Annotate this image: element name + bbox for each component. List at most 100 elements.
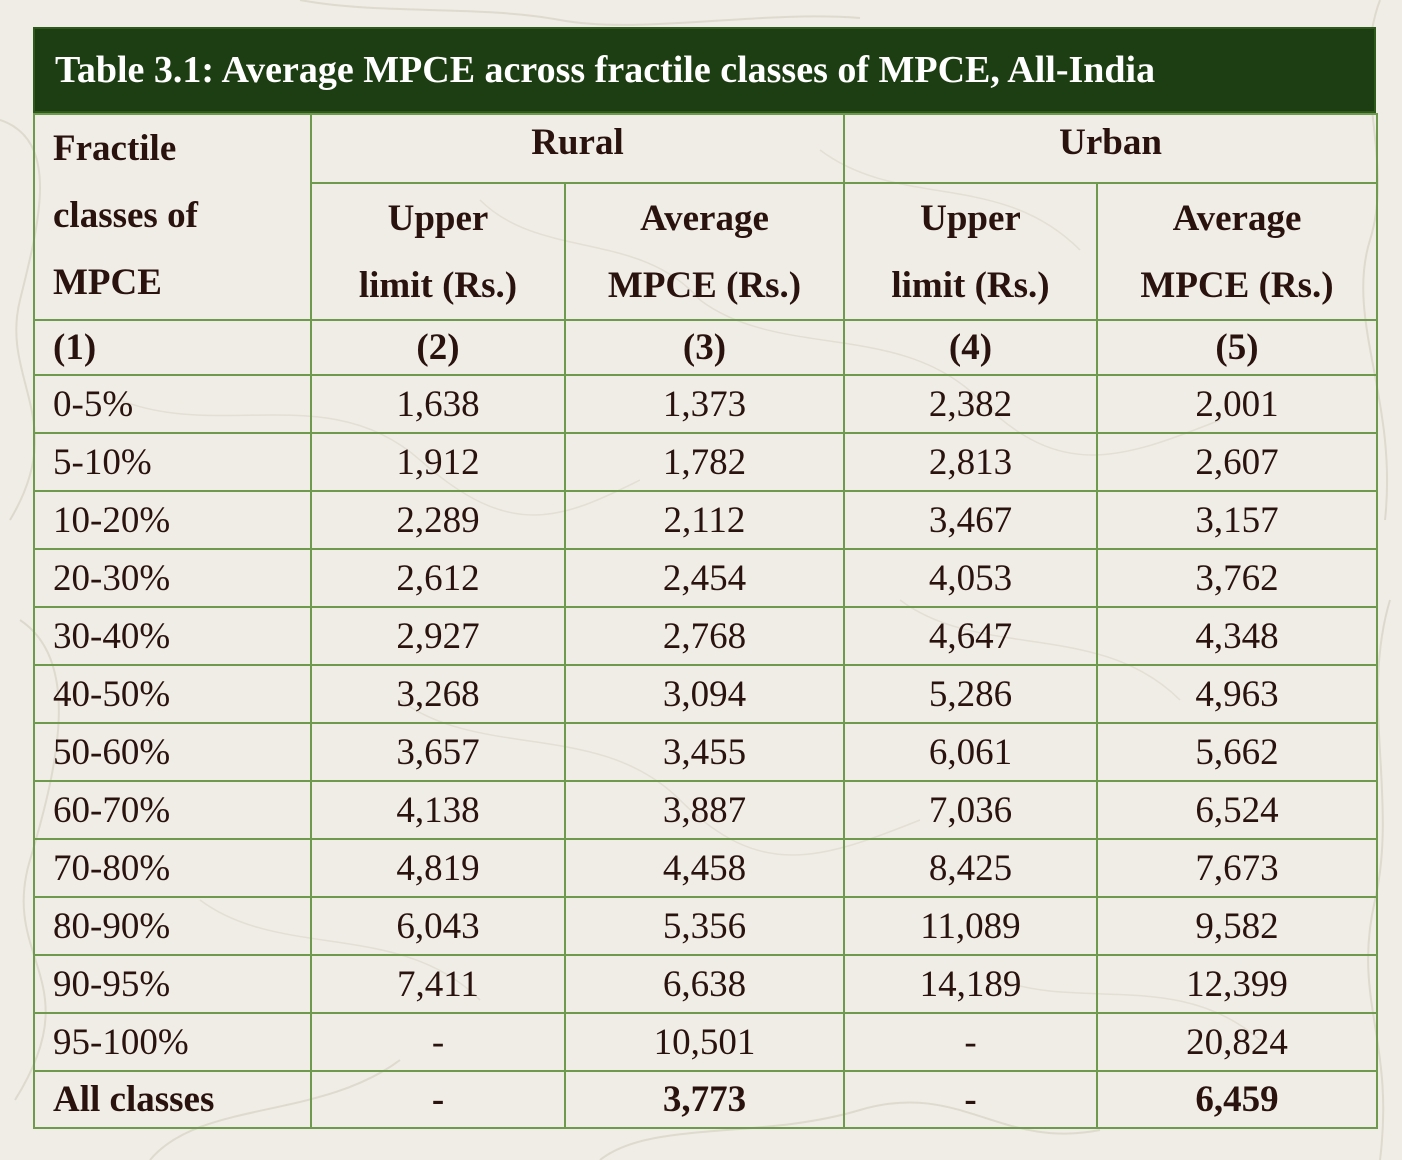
fractile-class-cell: 95-100%	[33, 1012, 312, 1072]
urban-average-cell: 7,673	[1096, 838, 1378, 898]
rural-average-cell: 2,768	[564, 606, 845, 666]
column-number: (4)	[843, 319, 1098, 376]
fractile-class-cell: 0-5%	[33, 374, 312, 434]
urban-upper-cell: 2,382	[843, 374, 1098, 434]
fractile-class-cell: 40-50%	[33, 664, 312, 724]
rural-average-cell: 5,356	[564, 896, 845, 956]
table-row: 40-50% 3,268 3,094 5,286 4,963	[33, 664, 1378, 724]
urban-upper-cell: 7,036	[843, 780, 1098, 840]
table-title: Table 3.1: Average MPCE across fractile …	[33, 27, 1376, 113]
urban-upper-cell: 4,647	[843, 606, 1098, 666]
fractile-class-cell: 50-60%	[33, 722, 312, 782]
urban-upper-cell: 4,053	[843, 548, 1098, 608]
fractile-class-cell: 30-40%	[33, 606, 312, 666]
urban-average-cell: 2,607	[1096, 432, 1378, 492]
mpce-table: Fractile classes of MPCE Rural Urban Upp…	[33, 113, 1378, 1129]
urban-average-line1: Average	[1172, 197, 1302, 239]
rural-upper-cell: 1,912	[310, 432, 566, 492]
urban-average-cell: 2,001	[1096, 374, 1378, 434]
rural-average-mpce-header: Average MPCE (Rs.)	[564, 182, 845, 321]
total-rural-average-cell: 3,773	[564, 1070, 845, 1129]
urban-average-cell: 3,762	[1096, 548, 1378, 608]
rural-group-header: Rural	[310, 113, 845, 184]
rural-upper-cell: 4,819	[310, 838, 566, 898]
rural-average-cell: 2,112	[564, 490, 845, 550]
rural-upper-line2: limit (Rs.)	[358, 264, 518, 306]
rural-upper-cell: 6,043	[310, 896, 566, 956]
urban-upper-cell: 11,089	[843, 896, 1098, 956]
fractile-header-line2: classes of	[53, 195, 198, 236]
column-number: (1)	[33, 319, 312, 376]
rural-upper-cell: 4,138	[310, 780, 566, 840]
rural-upper-cell: 3,657	[310, 722, 566, 782]
column-number: (3)	[564, 319, 845, 376]
fractile-classes-header: Fractile classes of MPCE	[33, 113, 312, 321]
table-row: 20-30% 2,612 2,454 4,053 3,762	[33, 548, 1378, 608]
rural-upper-cell: 2,612	[310, 548, 566, 608]
urban-upper-cell: 6,061	[843, 722, 1098, 782]
fractile-class-cell: 20-30%	[33, 548, 312, 608]
urban-average-cell: 6,524	[1096, 780, 1378, 840]
rural-upper-cell: 2,289	[310, 490, 566, 550]
fractile-class-cell: 10-20%	[33, 490, 312, 550]
table-row: 70-80% 4,819 4,458 8,425 7,673	[33, 838, 1378, 898]
table-row: 60-70% 4,138 3,887 7,036 6,524	[33, 780, 1378, 840]
urban-upper-cell: 3,467	[843, 490, 1098, 550]
rural-average-cell: 2,454	[564, 548, 845, 608]
rural-average-cell: 4,458	[564, 838, 845, 898]
urban-upper-cell: 2,813	[843, 432, 1098, 492]
column-number: (2)	[310, 319, 566, 376]
rural-upper-limit-header: Upper limit (Rs.)	[310, 182, 566, 321]
rural-upper-cell: -	[310, 1012, 566, 1072]
urban-average-line2: MPCE (Rs.)	[1140, 264, 1334, 306]
rural-average-line1: Average	[640, 197, 769, 239]
urban-upper-line1: Upper	[920, 197, 1021, 239]
rural-average-cell: 1,373	[564, 374, 845, 434]
table-row: 0-5% 1,638 1,373 2,382 2,001	[33, 374, 1378, 434]
rural-upper-cell: 2,927	[310, 606, 566, 666]
urban-upper-cell: 14,189	[843, 954, 1098, 1014]
total-rural-upper-cell: -	[310, 1070, 566, 1129]
rural-average-cell: 3,887	[564, 780, 845, 840]
table-row: 80-90% 6,043 5,356 11,089 9,582	[33, 896, 1378, 956]
urban-average-cell: 4,963	[1096, 664, 1378, 724]
urban-average-cell: 5,662	[1096, 722, 1378, 782]
rural-upper-cell: 7,411	[310, 954, 566, 1014]
urban-upper-limit-header: Upper limit (Rs.)	[843, 182, 1098, 321]
urban-upper-cell: 8,425	[843, 838, 1098, 898]
fractile-header-line3: MPCE	[53, 262, 162, 303]
urban-average-cell: 4,348	[1096, 606, 1378, 666]
urban-average-cell: 3,157	[1096, 490, 1378, 550]
rural-upper-cell: 3,268	[310, 664, 566, 724]
column-number: (5)	[1096, 319, 1378, 376]
fractile-header-line1: Fractile	[53, 128, 177, 169]
rural-upper-cell: 1,638	[310, 374, 566, 434]
total-urban-average-cell: 6,459	[1096, 1070, 1378, 1129]
urban-average-cell: 20,824	[1096, 1012, 1378, 1072]
table-row: 90-95% 7,411 6,638 14,189 12,399	[33, 954, 1378, 1014]
rural-average-cell: 3,455	[564, 722, 845, 782]
total-row: All classes - 3,773 - 6,459	[33, 1070, 1378, 1129]
table-row: 50-60% 3,657 3,455 6,061 5,662	[33, 722, 1378, 782]
fractile-class-cell: 90-95%	[33, 954, 312, 1014]
urban-upper-cell: -	[843, 1012, 1098, 1072]
header-row-subcolumns: Upper limit (Rs.) Average MPCE (Rs.) Upp…	[34, 182, 1378, 321]
rural-average-cell: 3,094	[564, 664, 845, 724]
table-row: 10-20% 2,289 2,112 3,467 3,157	[33, 490, 1378, 550]
fractile-class-cell: 70-80%	[33, 838, 312, 898]
rural-average-cell: 1,782	[564, 432, 845, 492]
total-urban-upper-cell: -	[843, 1070, 1098, 1129]
column-number-row: (1) (2) (3) (4) (5)	[33, 319, 1378, 376]
urban-group-header: Urban	[843, 113, 1378, 184]
urban-average-mpce-header: Average MPCE (Rs.)	[1096, 182, 1378, 321]
total-class-cell: All classes	[33, 1070, 312, 1129]
urban-upper-cell: 5,286	[843, 664, 1098, 724]
rural-average-cell: 6,638	[564, 954, 845, 1014]
urban-average-cell: 9,582	[1096, 896, 1378, 956]
fractile-class-cell: 60-70%	[33, 780, 312, 840]
fractile-class-cell: 80-90%	[33, 896, 312, 956]
mpce-table-container: Table 3.1: Average MPCE across fractile …	[33, 27, 1378, 1129]
table-row: 95-100% - 10,501 - 20,824	[33, 1012, 1378, 1072]
rural-average-line2: MPCE (Rs.)	[607, 264, 802, 306]
header-row-groups: Fractile classes of MPCE Rural Urban	[33, 113, 1378, 321]
